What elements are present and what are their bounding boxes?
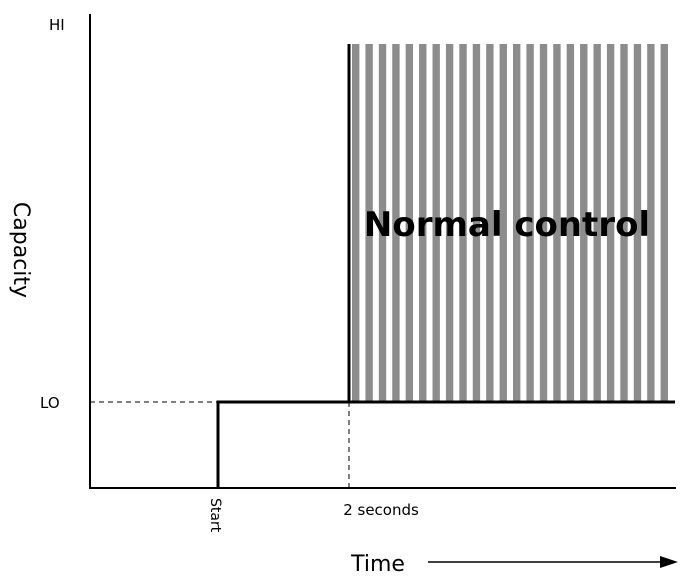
- time-arrow-head: [660, 556, 678, 568]
- normal-control-stripe: [352, 44, 360, 402]
- y-tick-hi: HI: [49, 16, 65, 34]
- normal-control-stripe: [445, 44, 454, 402]
- x-tick-start: Start: [207, 498, 223, 533]
- x-tick-two-seconds: 2 seconds: [343, 501, 419, 519]
- normal-control-stripe: [647, 44, 655, 402]
- normal-control-stripe: [405, 44, 414, 402]
- normal-control-stripe: [566, 44, 575, 402]
- x-axis-label: Time: [350, 552, 405, 577]
- normal-control-stripe: [499, 44, 507, 402]
- normal-control-stripe: [378, 44, 387, 402]
- normal-control-label: Normal control: [364, 205, 650, 245]
- normal-control-stripes: [352, 44, 668, 402]
- normal-control-stripe: [365, 44, 373, 402]
- normal-control-stripe: [472, 44, 481, 402]
- normal-control-stripe: [553, 44, 561, 402]
- normal-control-stripe: [432, 44, 440, 402]
- normal-control-stripe: [486, 44, 494, 402]
- normal-control-stripe: [539, 44, 548, 402]
- normal-control-stripe: [419, 44, 427, 402]
- normal-control-stripe: [660, 44, 668, 402]
- normal-control-stripe: [459, 44, 467, 402]
- normal-control-stripe: [620, 44, 628, 402]
- normal-control-stripe: [633, 44, 642, 402]
- normal-control-stripe: [580, 44, 588, 402]
- normal-control-stripe: [593, 44, 601, 402]
- capacity-curve: [216, 44, 351, 488]
- normal-control-stripe: [392, 44, 400, 402]
- y-axis-label: Capacity: [8, 202, 33, 298]
- normal-control-stripe: [606, 44, 615, 402]
- y-tick-lo: LO: [40, 394, 60, 412]
- normal-control-stripe: [513, 44, 521, 402]
- normal-control-stripe: [526, 44, 534, 402]
